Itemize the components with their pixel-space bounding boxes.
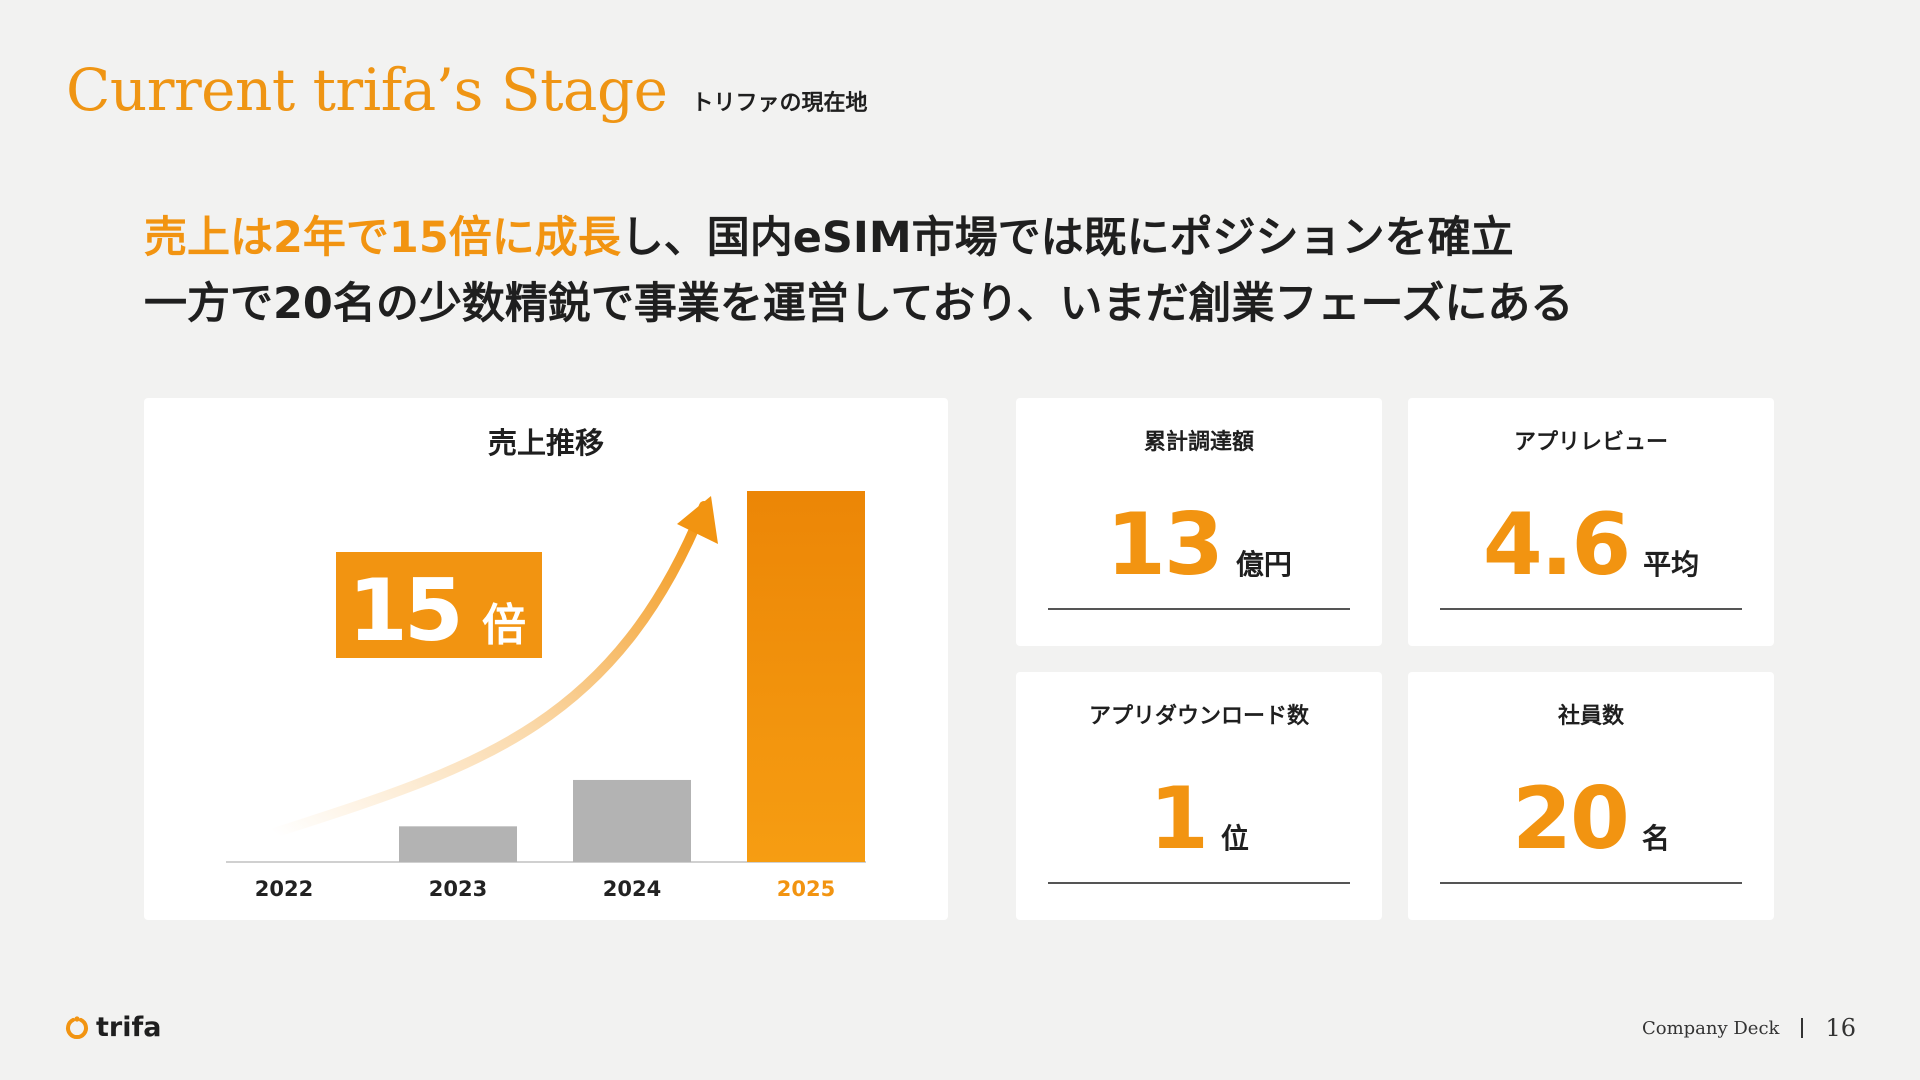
page-subtitle: トリファの現在地 xyxy=(691,91,868,116)
revenue-chart-card: 2022 2023 2024 2025 15 倍 売上推移 xyxy=(144,398,948,920)
bar-2025 xyxy=(747,491,865,862)
stat-value-row-downloads: 1 位 xyxy=(1016,776,1382,862)
trifa-ring-icon xyxy=(66,1015,88,1039)
tick-label-2024: 2024 xyxy=(603,877,661,901)
bar-2024 xyxy=(573,779,691,862)
stat-divider xyxy=(1048,608,1350,610)
tick-label-2023: 2023 xyxy=(429,877,487,901)
footer: Company Deck 16 xyxy=(1642,1014,1856,1042)
stat-value-row-employees: 20 名 xyxy=(1408,776,1774,862)
tick-label-2025: 2025 xyxy=(777,877,835,901)
page-header: Current trifa’s Stage トリファの現在地 xyxy=(66,56,867,124)
stat-label-review: アプリレビュー xyxy=(1513,430,1668,455)
badge-unit: 倍 xyxy=(482,600,526,651)
stat-value-downloads: 1 xyxy=(1149,769,1209,869)
stat-card-funding: 累計調達額 13 億円 xyxy=(1016,398,1382,646)
tick-label-2022: 2022 xyxy=(255,877,313,901)
stat-card-downloads: アプリダウンロード数 1 位 xyxy=(1016,672,1382,920)
stat-unit-review: 平均 xyxy=(1643,548,1700,581)
headline-highlight: 売上は2年で15倍に成長 xyxy=(144,213,621,263)
bar-2023 xyxy=(399,826,517,862)
stat-value-employees: 20 xyxy=(1512,769,1630,869)
stat-value-review: 4.6 xyxy=(1482,495,1631,595)
stat-divider xyxy=(1048,882,1350,884)
stat-label-funding: 累計調達額 xyxy=(1143,430,1254,455)
headline-line-1: 売上は2年で15倍に成長し、国内eSIM市場では既にポジションを確立 xyxy=(144,205,1573,271)
stat-card-review: アプリレビュー 4.6 平均 xyxy=(1408,398,1774,646)
logo-text: trifa xyxy=(96,1012,162,1043)
badge-background xyxy=(336,552,542,658)
stat-divider xyxy=(1440,608,1742,610)
trifa-logo: trifa xyxy=(64,1012,161,1043)
stat-value-row-review: 4.6 平均 xyxy=(1408,502,1774,588)
footer-separator xyxy=(1801,1018,1804,1038)
stat-divider xyxy=(1440,882,1742,884)
headline: 売上は2年で15倍に成長し、国内eSIM市場では既にポジションを確立 一方で20… xyxy=(144,205,1573,337)
deck-label: Company Deck xyxy=(1641,1017,1780,1039)
stat-label-employees: 社員数 xyxy=(1557,704,1624,729)
stat-label-downloads: アプリダウンロード数 xyxy=(1088,704,1309,729)
growth-multiplier-badge: 15 倍 xyxy=(336,552,542,661)
growth-arrow-head xyxy=(677,496,718,544)
badge-value: 15 xyxy=(348,561,460,661)
headline-line-2: 一方で20名の少数精鋭で事業を運営しており、いまだ創業フェーズにある xyxy=(144,279,1574,329)
page-title: Current trifa’s Stage xyxy=(66,56,668,124)
stat-value-row-funding: 13 億円 xyxy=(1016,502,1382,588)
growth-arrow xyxy=(269,501,709,838)
page-number: 16 xyxy=(1825,1014,1856,1042)
stat-card-employees: 社員数 20 名 xyxy=(1408,672,1774,920)
stat-unit-downloads: 位 xyxy=(1220,822,1249,855)
stat-unit-funding: 億円 xyxy=(1235,548,1292,581)
stat-value-funding: 13 xyxy=(1106,495,1224,595)
headline-line-1-rest: し、国内eSIM市場では既にポジションを確立 xyxy=(620,213,1514,263)
stat-unit-employees: 名 xyxy=(1641,822,1670,855)
revenue-chart: 2022 2023 2024 2025 15 倍 xyxy=(226,491,866,901)
chart-title: 売上推移 xyxy=(487,426,604,460)
